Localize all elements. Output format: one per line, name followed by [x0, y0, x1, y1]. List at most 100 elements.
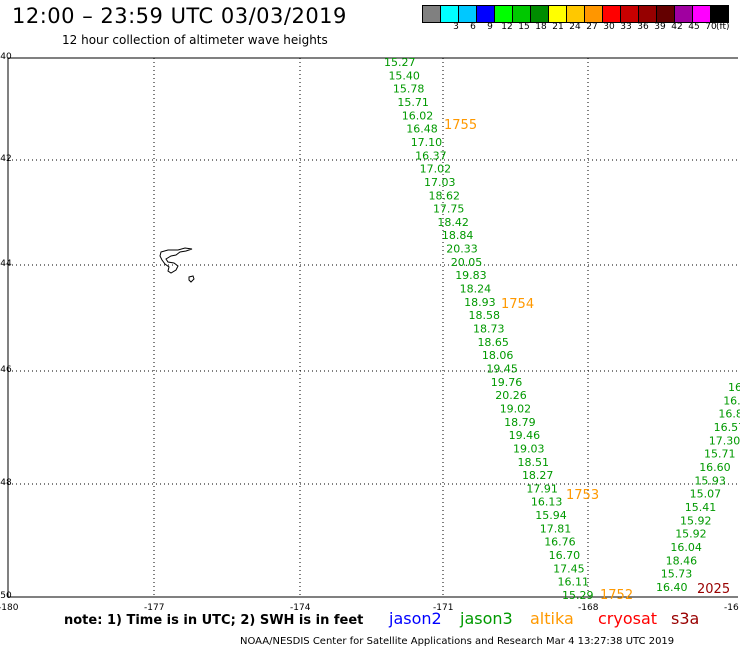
wave-height-value: 15.92	[675, 528, 707, 541]
wave-height-value: 16.76	[544, 536, 576, 549]
wave-height-value: 18.79	[504, 416, 536, 429]
wave-height-value: 17.45	[553, 562, 585, 575]
longitude-label: -171	[433, 603, 454, 613]
longitude-label: -177	[144, 603, 165, 613]
wave-height-value: 16.40	[656, 581, 688, 594]
latitude-label: -42	[0, 154, 12, 164]
map-title: 12:00 – 23:59 UTC 03/03/2019	[12, 4, 347, 28]
wave-height-value: 19.46	[509, 429, 540, 442]
latitude-label: -50	[0, 591, 12, 601]
wave-height-value: 17.03	[424, 176, 456, 189]
wave-height-value: 20.05	[451, 256, 483, 269]
color-scale-tick: 45	[688, 22, 700, 32]
color-scale-tick: 12	[501, 22, 513, 32]
color-scale-tick: 21	[552, 22, 564, 32]
wave-height-value: 18.62	[429, 189, 461, 202]
color-scale-tick: 39	[654, 22, 666, 32]
satellite-legend-altika: altika	[530, 609, 574, 628]
latitude-label: -40	[0, 52, 12, 62]
wave-height-value: 19.03	[513, 442, 545, 455]
wave-height-value: 18.42	[437, 216, 469, 229]
wave-height-value: 17.91	[526, 482, 558, 495]
lat-lon-grid	[7, 57, 738, 598]
wave-height-value: 19.76	[491, 376, 523, 389]
wave-height-value: 15.41	[685, 501, 717, 514]
wave-height-value: 17.10	[411, 136, 443, 149]
latitude-label: -46	[0, 365, 12, 375]
wave-height-value: 18.27	[522, 469, 554, 482]
wave-height-value: 18.51	[518, 456, 550, 469]
wave-height-value: 18.58	[469, 309, 501, 322]
credit-line: NOAA/NESDIS Center for Satellite Applica…	[240, 636, 675, 647]
wave-height-value: 15.71	[397, 96, 429, 109]
wave-height-value: 20.26	[495, 389, 527, 402]
color-scale-tick: 24	[569, 22, 581, 32]
longitude-label: -174	[290, 603, 311, 613]
time-tag: 1755	[444, 118, 477, 133]
wave-height-value: 17.02	[420, 163, 452, 176]
wave-height-value: 19.45	[486, 362, 517, 375]
latitude-label: -48	[0, 478, 12, 488]
wave-height-value: 19.02	[500, 402, 532, 415]
time-tag: 1754	[501, 297, 534, 312]
wave-height-value: 16.04	[670, 541, 702, 554]
wave-height-value: 15.27	[384, 56, 416, 69]
wave-height-value: 16.13	[531, 496, 563, 509]
latitude-label: -44	[0, 259, 12, 269]
footnote: note: 1) Time is in UTC; 2) SWH is in fe…	[64, 613, 364, 628]
wave-height-value: 16.60	[699, 461, 731, 474]
wave-height-value: 17.75	[433, 203, 465, 216]
wave-height-value: 15.78	[393, 83, 425, 96]
wave-height-value: 16.37	[415, 149, 447, 162]
wave-height-value: 16.11	[558, 576, 590, 589]
wave-height-value: 18.06	[482, 349, 514, 362]
color-scale-tick: 36	[637, 22, 649, 32]
wave-height-value: 18.93	[464, 296, 496, 309]
wave-height-value: 17.81	[540, 522, 572, 535]
color-scale-tick: 15	[518, 22, 530, 32]
wave-height-value: 17.30	[709, 434, 740, 447]
wave-height-value: 16.70	[549, 549, 581, 562]
color-scale-legend	[422, 5, 729, 23]
wave-height-value: 15.29	[562, 589, 594, 602]
wave-height-value: 15.07	[690, 488, 722, 501]
wave-height-value: 18.24	[460, 283, 492, 296]
longitude-label: -16	[724, 603, 739, 613]
wave-height-value: 15.71	[704, 448, 736, 461]
wave-height-value: 20.33	[446, 243, 478, 256]
island-outline	[159, 247, 195, 283]
color-scale-tick: 42	[671, 22, 683, 32]
satellite-legend-s3a: s3a	[671, 609, 700, 628]
color-scale-unit: (ft)	[716, 22, 730, 32]
wave-height-value: 16.02	[402, 109, 434, 122]
color-swatch	[710, 5, 729, 23]
wave-height-value: 18.73	[473, 323, 505, 336]
wave-height-value: 15.73	[661, 568, 693, 581]
wave-height-value: 18.65	[477, 336, 509, 349]
color-scale-tick: 27	[586, 22, 598, 32]
wave-height-value: 18.84	[442, 229, 474, 242]
color-scale-tick: 3	[453, 22, 459, 32]
color-scale-tick: 70	[705, 22, 717, 32]
color-scale-tick: 18	[535, 22, 547, 32]
wave-height-labels: 15.2715.4015.7815.7116.0216.4817.1016.37…	[384, 56, 740, 602]
wave-height-value: 16.57	[714, 421, 740, 434]
map-subtitle: 12 hour collection of altimeter wave hei…	[62, 33, 328, 47]
longitude-label: -168	[578, 603, 599, 613]
color-scale-tick: 9	[487, 22, 493, 32]
wave-height-value: 18.46	[666, 554, 698, 567]
time-tags: 1755 1754 1753 1752 2025	[444, 118, 730, 603]
wave-height-value: 15.92	[680, 514, 712, 527]
color-scale-tick: 30	[603, 22, 615, 32]
color-scale-tick: 6	[470, 22, 476, 32]
wave-height-value: 16.8	[718, 408, 740, 421]
satellite-legend-cryosat: cryosat	[598, 609, 658, 628]
wave-height-value: 16.48	[406, 123, 438, 136]
color-scale-tick: 33	[620, 22, 632, 32]
wave-height-value: 15.93	[694, 474, 726, 487]
wave-height-value: 16	[728, 381, 740, 394]
wave-height-value: 15.94	[535, 509, 567, 522]
satellite-legend-jason3: jason3	[460, 609, 513, 628]
wave-height-value: 16.	[723, 394, 740, 407]
